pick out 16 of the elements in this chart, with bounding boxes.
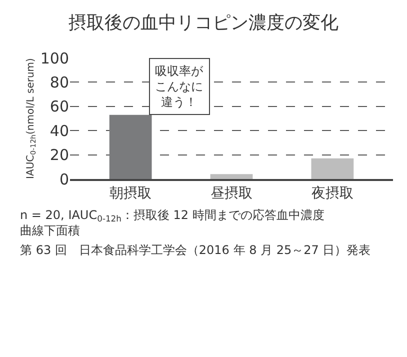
y-tick-label: 40 [50,122,69,140]
x-tick-label: 朝摂取 [110,186,152,202]
y-tick-label: 60 [50,98,69,116]
bar [311,158,354,179]
chart-title: 摂取後の血中リコピン濃度の変化 [68,12,338,34]
annotation: 吸収率がこんなに違う！ [155,64,204,110]
x-tick-label: 昼摂取 [210,186,252,202]
y-tick-label: 0 [59,170,69,188]
y-tick-label: 80 [50,73,69,92]
y-tick-label: 100 [40,49,69,68]
y-tick-label: 20 [50,146,69,164]
x-tick-label: 夜摂取 [311,186,354,202]
text: 第 63 回 日本食品科学工学会（2016 年 8 月 25～27 日）発表 [20,243,371,257]
bar [210,174,253,179]
text: n = 20, IAUC$_{0-12h}$：摂取後 12 時間までの応答血中濃度曲線下面積 [20,208,324,238]
bar [109,114,152,179]
